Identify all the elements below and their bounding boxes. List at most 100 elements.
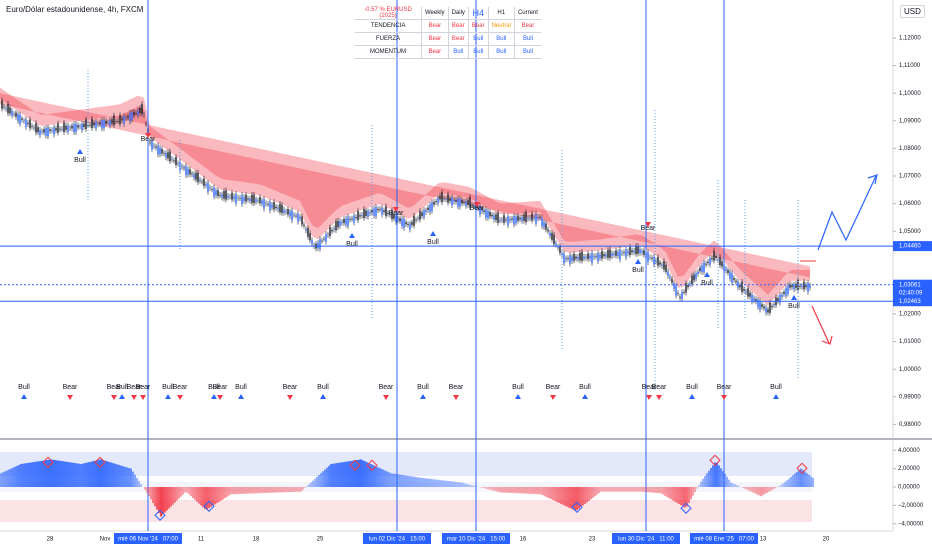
osc-diamond [349, 459, 361, 471]
candle [233, 196, 235, 199]
histogram-bar [766, 487, 768, 493]
candle [561, 253, 563, 256]
candle [483, 210, 485, 212]
histogram-bar [538, 487, 540, 495]
candle [719, 256, 721, 266]
candle [497, 212, 499, 223]
row-label: TENDENCIA [355, 19, 422, 33]
histogram-bar [704, 476, 706, 487]
histogram-bar [750, 487, 752, 492]
candle [307, 228, 309, 237]
candle [35, 123, 37, 133]
histogram-bar [508, 487, 510, 493]
histogram-bar [18, 464, 20, 487]
histogram-bar [166, 487, 168, 511]
candle [111, 119, 113, 124]
signal-label: Bear [63, 384, 78, 391]
histogram-bar [760, 487, 762, 497]
histogram-bar [486, 487, 488, 489]
histogram-bar [472, 485, 474, 487]
candle [179, 161, 181, 171]
histogram-bar [336, 463, 338, 487]
histogram-bar [514, 487, 516, 494]
signal-label: Bear [107, 384, 122, 391]
candle [691, 275, 693, 285]
histogram-bar [184, 487, 186, 493]
signal-label: Bull [701, 280, 713, 287]
histogram-bar [58, 460, 60, 487]
histogram-bar [4, 471, 6, 487]
candle [99, 122, 101, 125]
candle [759, 300, 761, 310]
candle [495, 214, 497, 221]
candle [75, 123, 77, 133]
candle [393, 213, 395, 219]
candle [121, 118, 123, 121]
histogram-bar [298, 487, 300, 492]
candle [81, 123, 83, 131]
candle [403, 218, 405, 229]
osc-diamond [366, 459, 378, 471]
column-header: H1 [487, 7, 515, 20]
histogram-bar [250, 487, 252, 494]
candle [211, 188, 213, 190]
histogram-bar [634, 487, 636, 492]
histogram-bar [216, 487, 218, 504]
candle [551, 232, 553, 240]
histogram-bar [788, 478, 790, 487]
histogram-bar [558, 487, 560, 503]
histogram-bar [276, 487, 278, 493]
countdown: 02:40:09 [899, 290, 923, 296]
candle [575, 256, 577, 259]
histogram-bar [698, 485, 700, 487]
histogram-bar [474, 485, 476, 487]
candle [23, 120, 25, 122]
candle [703, 262, 705, 273]
candle [209, 187, 211, 189]
candle [449, 198, 451, 201]
candle [453, 200, 455, 202]
candle [511, 218, 513, 220]
signal-label: Bull [579, 384, 591, 391]
candle [641, 251, 643, 253]
histogram-bar [456, 481, 458, 487]
histogram-bar [810, 476, 812, 487]
signal-label: Bear [136, 384, 151, 391]
candle [411, 222, 413, 225]
histogram-bar [100, 459, 102, 487]
histogram-bar [586, 487, 588, 503]
candle [459, 198, 461, 207]
candle [447, 194, 449, 203]
signal-label: Bear [641, 225, 656, 232]
histogram-bar [662, 487, 664, 495]
signal-arrow [430, 231, 436, 236]
histogram-bar [772, 487, 774, 490]
histogram-bar [90, 461, 92, 487]
signal-arrow [689, 394, 695, 399]
candle [173, 160, 175, 162]
histogram-bar [46, 460, 48, 487]
candle [565, 258, 567, 260]
candle [113, 115, 115, 126]
candle [141, 104, 143, 114]
candle [329, 227, 331, 237]
candle [479, 205, 481, 215]
candle [275, 206, 277, 208]
histogram-bar [802, 470, 804, 487]
currency-button[interactable]: USD [900, 5, 925, 18]
histogram-bar [726, 476, 728, 487]
candle [153, 145, 155, 147]
signal-cell: Bull [513, 32, 541, 46]
candle [469, 197, 471, 208]
histogram-bar [582, 487, 584, 506]
histogram-bar [346, 461, 348, 487]
histogram-bar [594, 487, 596, 497]
histogram-bar [360, 459, 362, 487]
signal-label: Bull [162, 384, 174, 391]
candle [91, 118, 93, 129]
signal-label: Bear [141, 136, 156, 143]
candle [581, 251, 583, 261]
signal-arrow [550, 395, 556, 400]
candle [383, 210, 385, 212]
candle [283, 209, 285, 213]
